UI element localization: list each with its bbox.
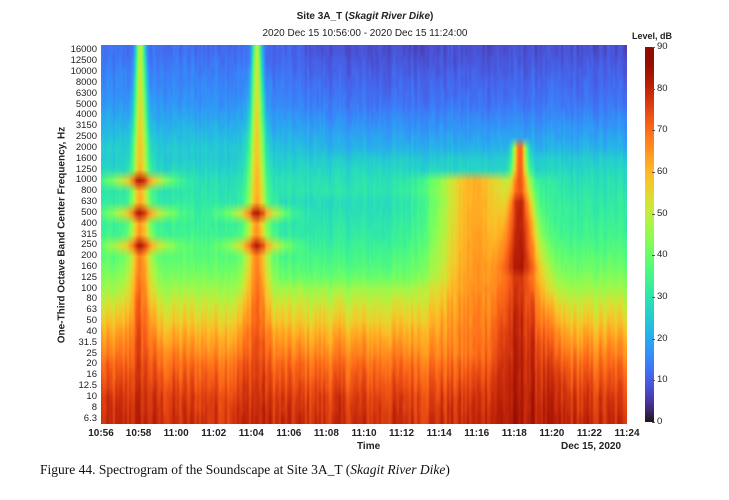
x-tick-label: 11:24: [614, 428, 640, 439]
y-tick-label: 25: [86, 347, 97, 359]
x-tick-label: 10:56: [88, 428, 114, 439]
x-tick-label: 10:58: [125, 428, 152, 439]
y-tick-label: 8000: [75, 76, 97, 88]
y-tick-label: 10: [86, 390, 97, 402]
colorbar-tick-mark: [652, 47, 655, 48]
y-tick-label: 31.5: [78, 336, 98, 348]
x-tick-label: 11:10: [351, 428, 377, 439]
y-tick-label: 1000: [75, 174, 97, 186]
y-tick-label: 200: [81, 250, 97, 262]
y-tick-label: 250: [81, 239, 97, 251]
y-tick-label: 100: [81, 282, 97, 294]
colorbar-tick-label: 70: [657, 124, 668, 136]
colorbar-tick-mark: [652, 88, 655, 90]
x-tick-label: 11:00: [163, 428, 189, 439]
y-tick-label: 500: [81, 206, 97, 218]
colorbar-tick-mark: [652, 172, 655, 173]
y-tick-label: 160: [81, 260, 97, 272]
x-tick-label: 11:16: [464, 428, 490, 439]
y-tick-label: 16: [86, 369, 97, 381]
y-tick-label: 2000: [75, 141, 97, 153]
y-tick-label: 630: [81, 196, 97, 207]
y-tick-label: 125: [81, 271, 97, 283]
colorbar-title: Level, dB: [632, 31, 673, 41]
colorbar-tick-mark: [652, 130, 655, 132]
colorbar-tick-label: 60: [657, 166, 668, 177]
colorbar-tick-label: 50: [657, 207, 668, 219]
y-tick-label: 400: [81, 217, 97, 229]
colorbar-tick-label: 0: [657, 416, 663, 427]
y-tick-label: 315: [81, 228, 97, 240]
y-tick-label: 2500: [75, 131, 97, 143]
y-tick-label: 50: [86, 315, 97, 327]
x-tick-label: 11:02: [201, 428, 227, 439]
colorbar-tick-mark: [652, 255, 655, 257]
y-tick-label: 16000: [70, 44, 97, 56]
y-tick-label: 1600: [75, 152, 97, 164]
y-tick-label: 5000: [75, 98, 97, 110]
x-tick-label: 11:04: [238, 428, 264, 439]
y-tick-label: 1250: [75, 163, 97, 175]
x-tick-label: 11:12: [389, 428, 415, 439]
x-tick-label: 11:20: [539, 428, 565, 439]
y-tick-label: 63: [86, 304, 97, 316]
spectrogram-plot: [101, 45, 627, 424]
y-tick-label: 3150: [75, 120, 97, 132]
x-tick-label: 11:22: [576, 428, 602, 439]
colorbar-tick-label: 80: [657, 82, 668, 94]
y-tick-label: 8: [91, 401, 97, 413]
x-tick-label: 11:08: [313, 428, 339, 439]
chart-title: Site 3A_T (Skagit River Dike): [296, 11, 434, 22]
colorbar-tick-label: 30: [657, 291, 668, 302]
y-tick-label: 12500: [70, 55, 97, 67]
colorbar-tick-mark: [652, 380, 655, 382]
colorbar-tick-mark: [652, 297, 655, 298]
y-tick-label: 10000: [70, 66, 97, 78]
colorbar-tick-label: 90: [657, 41, 668, 52]
x-axis-label: Time: [357, 441, 381, 452]
y-tick-label: 6.3: [83, 412, 97, 424]
x-tick-label: 11:18: [501, 428, 527, 439]
chart-subtitle: 2020 Dec 15 10:56:00 - 2020 Dec 15 11:24…: [262, 28, 468, 39]
colorbar-tick-mark: [652, 213, 655, 215]
colorbar-tick-label: 40: [657, 249, 668, 261]
x-tick-label: 11:06: [276, 428, 302, 439]
y-tick-label: 12.5: [78, 380, 98, 392]
y-tick-label: 80: [86, 293, 97, 305]
x-axis-date: Dec 15, 2020: [561, 441, 622, 452]
y-tick-label: 4000: [75, 109, 97, 121]
figure-caption: Figure 44. Spectrogram of the Soundscape…: [40, 462, 450, 477]
y-tick-label: 6300: [75, 87, 97, 99]
spectrogram-heatmap: [101, 45, 627, 424]
colorbar-tick-label: 20: [657, 332, 668, 344]
colorbar: [645, 47, 654, 422]
y-tick-label: 800: [81, 185, 97, 197]
x-tick-label: 11:14: [426, 428, 452, 439]
colorbar-tick-mark: [652, 422, 655, 423]
colorbar-tick-label: 10: [657, 374, 668, 386]
y-tick-label: 20: [86, 358, 97, 370]
colorbar-tick-mark: [652, 338, 655, 340]
y-tick-label: 40: [86, 325, 97, 337]
